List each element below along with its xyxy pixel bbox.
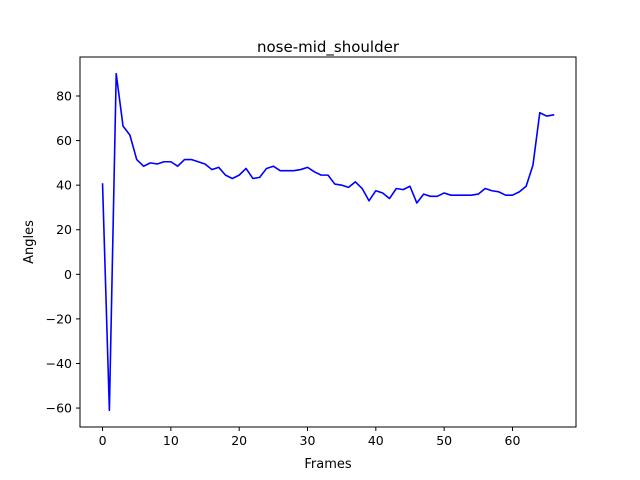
plot-area-frame — [79, 56, 577, 428]
x-tick-label: 60 — [505, 433, 521, 448]
series-layer — [101, 72, 555, 412]
series-line — [101, 72, 555, 412]
y-tick-label: 0 — [64, 267, 72, 282]
y-tick-label: 40 — [56, 178, 72, 193]
y-tick-label: 60 — [56, 133, 72, 148]
y-tick-label: −20 — [46, 311, 72, 326]
y-tick-label: −40 — [46, 356, 72, 371]
axis-ticks: 0 10 20 30 40 50 60 −60 −40 −20 0 20 40 60 80 — [46, 89, 521, 448]
x-tick-label: 30 — [300, 433, 316, 448]
y-axis-label: Angles — [22, 220, 37, 264]
y-tick-label: −60 — [46, 401, 72, 416]
x-tick-label: 40 — [368, 433, 384, 448]
x-tick-label: 20 — [231, 433, 247, 448]
x-axis-label: Frames — [304, 457, 352, 472]
y-tick-label: 80 — [56, 89, 72, 104]
x-tick-label: 0 — [99, 433, 107, 448]
x-tick-label: 10 — [163, 433, 179, 448]
y-tick-label: 20 — [56, 222, 72, 237]
x-tick-label: 50 — [436, 433, 452, 448]
chart-title: nose-mid_shoulder — [257, 38, 400, 57]
